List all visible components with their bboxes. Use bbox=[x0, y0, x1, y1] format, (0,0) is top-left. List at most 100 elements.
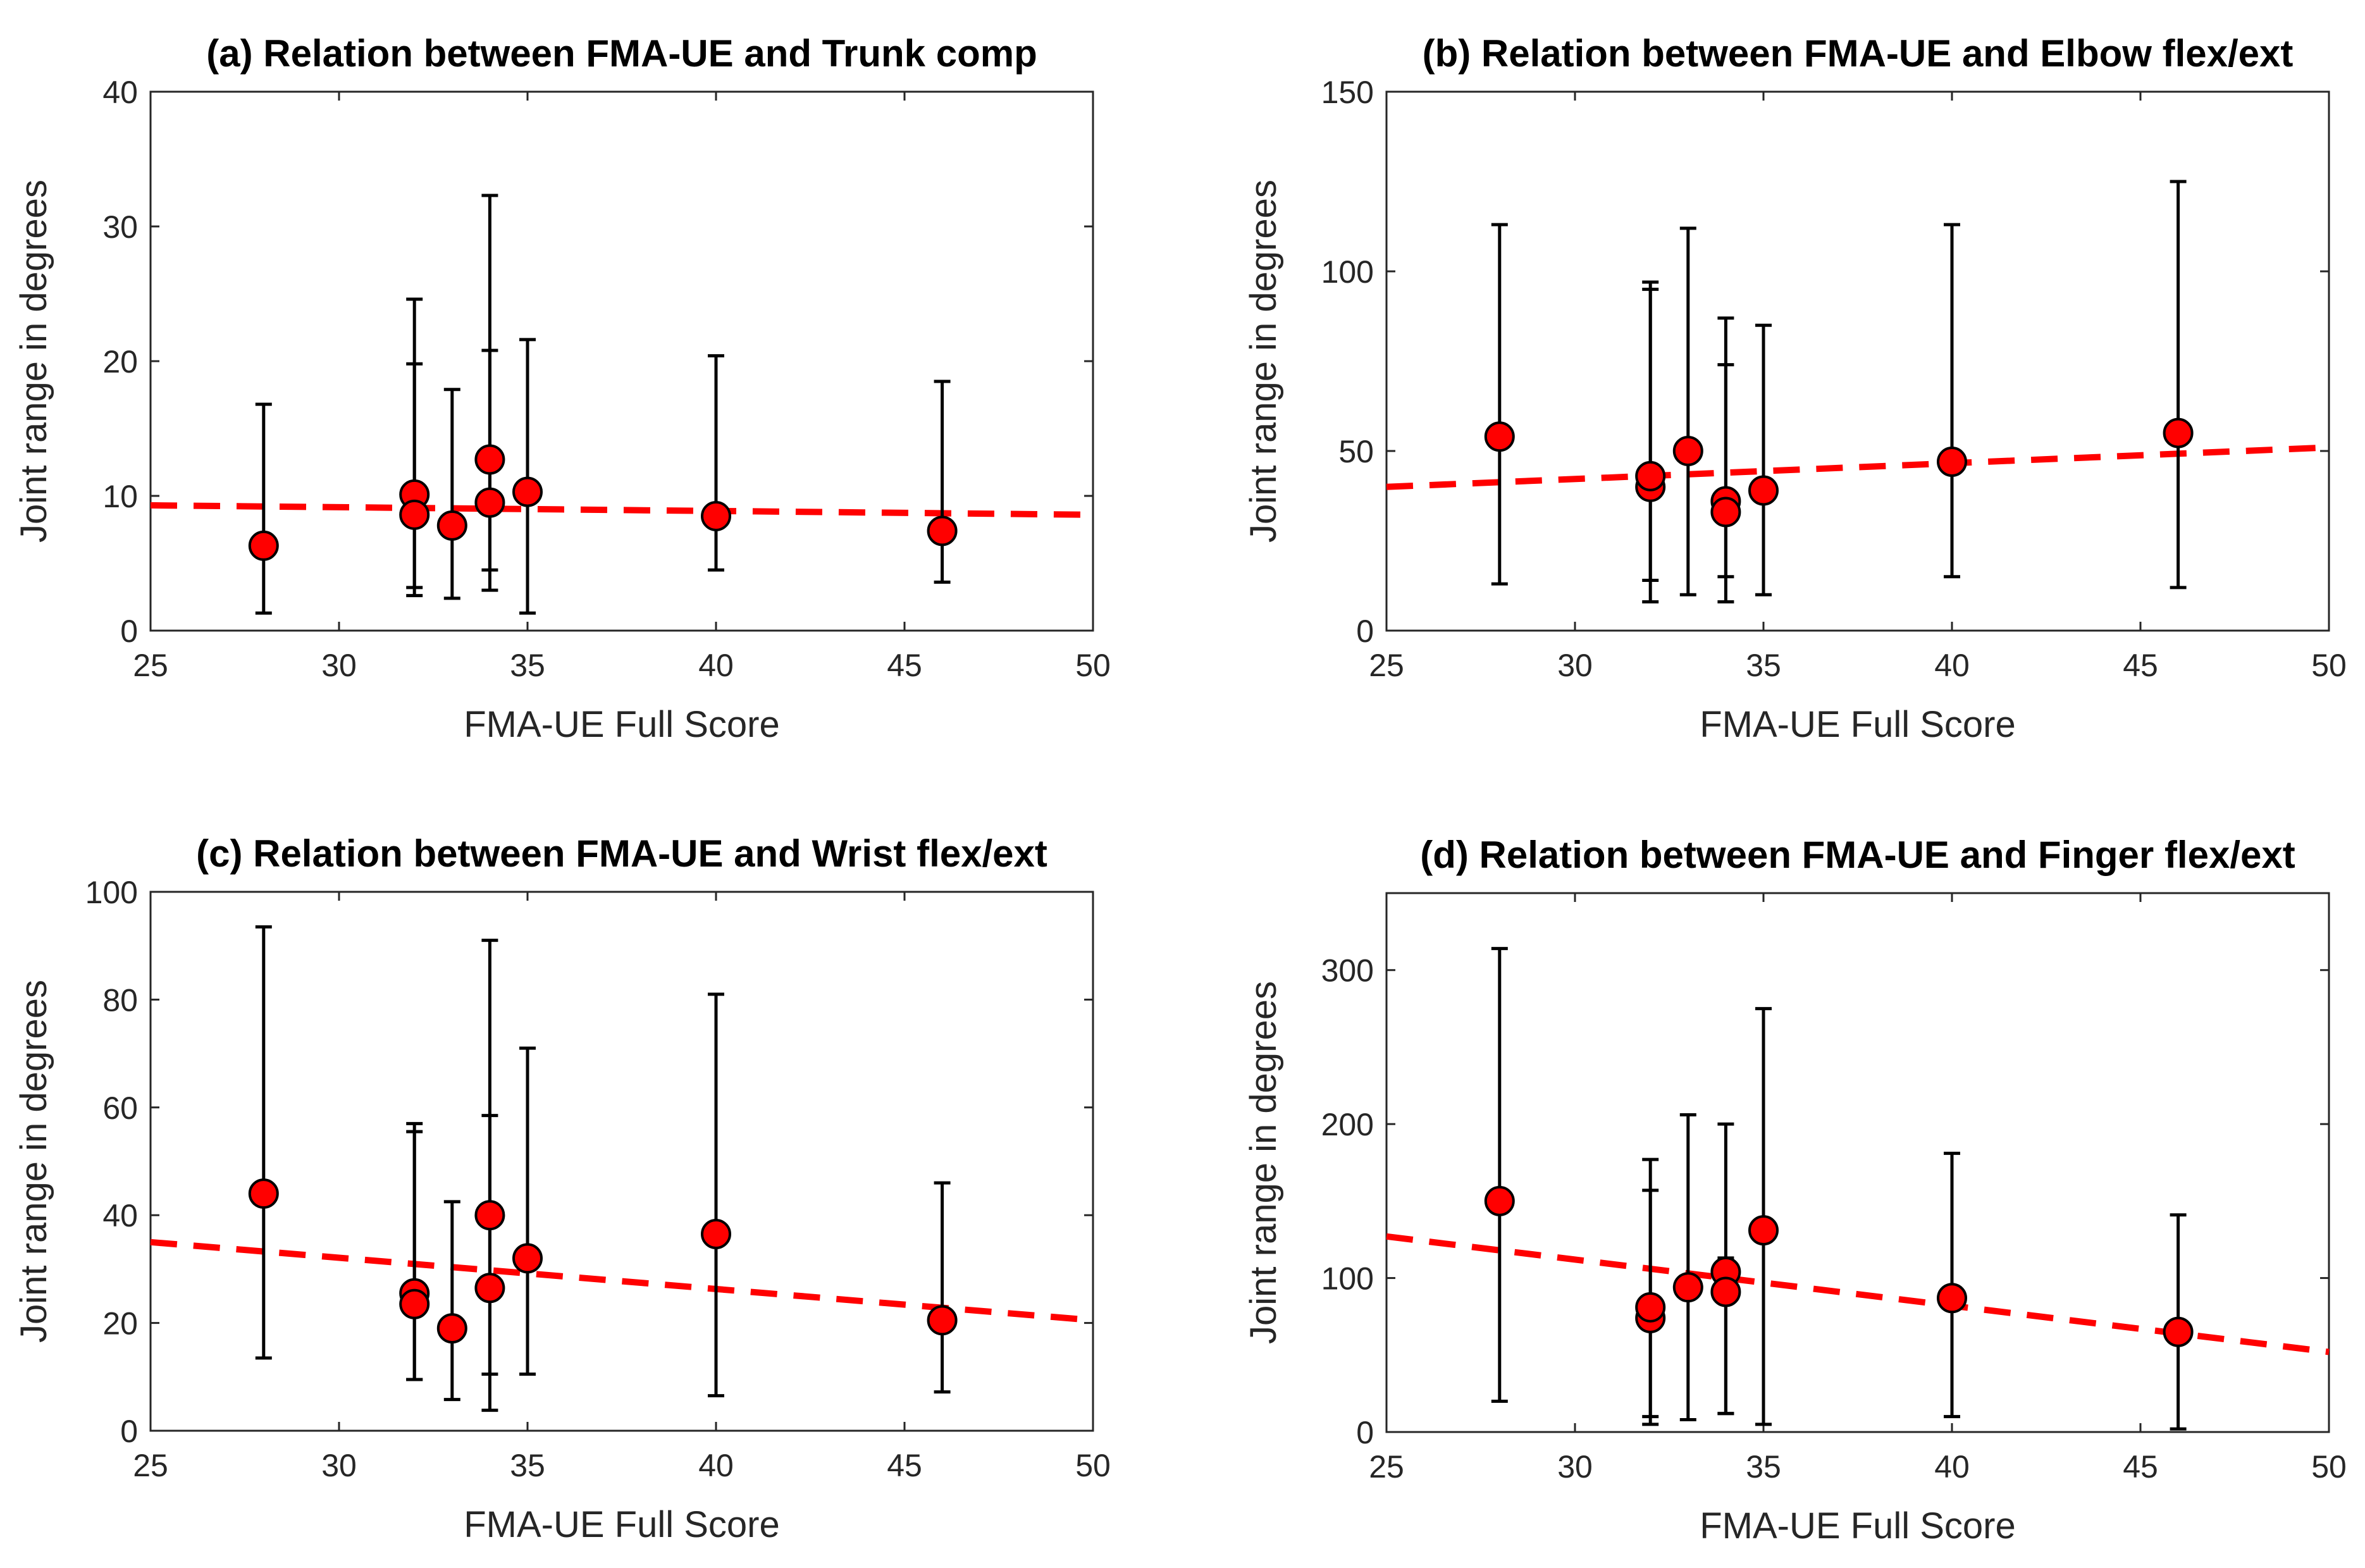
data-point bbox=[474, 487, 505, 518]
x-tick-label: 40 bbox=[698, 1448, 734, 1483]
data-point bbox=[399, 1288, 430, 1319]
marker-layer bbox=[248, 444, 958, 561]
trend-layer bbox=[150, 502, 1094, 518]
error-bar bbox=[406, 1130, 423, 1381]
y-axis-label: Joint range in degrees bbox=[1243, 981, 1284, 1344]
x-tick-label: 50 bbox=[2311, 1449, 2347, 1485]
y-tick-label: 30 bbox=[102, 209, 138, 245]
x-tick-label: 30 bbox=[1557, 1449, 1593, 1485]
x-tick-label: 35 bbox=[510, 648, 545, 683]
error-bar bbox=[443, 388, 460, 600]
y-tick-label: 40 bbox=[102, 75, 138, 110]
error-bar bbox=[255, 925, 272, 1360]
data-point bbox=[1672, 1272, 1703, 1303]
x-tick-label: 25 bbox=[133, 1448, 168, 1483]
panel-d: 0 100 200 300 25 30 35 40 45 50 (d) Relation betw… bbox=[1243, 834, 2347, 1546]
x-tick-label: 45 bbox=[2123, 1449, 2158, 1485]
errorbar-layer bbox=[255, 194, 951, 615]
y-tick-label: 60 bbox=[102, 1090, 138, 1126]
x-tick-label: 40 bbox=[698, 648, 734, 683]
plot-area bbox=[1385, 90, 2330, 632]
x-axis-label: FMA-UE Full Score bbox=[464, 1504, 780, 1545]
error-bar bbox=[1491, 223, 1508, 586]
tick-layer: 0 50 100 150 25 30 35 40 45 50 bbox=[1321, 75, 2347, 683]
error-bar bbox=[1679, 226, 1696, 596]
plot-area bbox=[1385, 892, 2330, 1433]
x-tick-label: 35 bbox=[1746, 648, 1781, 683]
chart-title: (c) Relation between FMA-UE and Wrist fl… bbox=[196, 832, 1047, 875]
x-tick-label: 30 bbox=[321, 1448, 357, 1483]
x-tick-label: 25 bbox=[1369, 1449, 1404, 1485]
data-point bbox=[1672, 436, 1703, 466]
data-point bbox=[1635, 460, 1666, 491]
data-point bbox=[1484, 1185, 1515, 1216]
data-point bbox=[436, 1313, 467, 1344]
y-axis-label: Joint range in degrees bbox=[13, 180, 54, 543]
x-tick-label: 40 bbox=[1934, 1449, 1970, 1485]
data-point bbox=[512, 1243, 543, 1274]
error-bar bbox=[481, 1114, 498, 1376]
x-tick-label: 25 bbox=[1369, 648, 1404, 683]
data-point bbox=[1748, 475, 1779, 506]
x-tick-label: 45 bbox=[2123, 648, 2158, 683]
y-axis-label: Joint range in degrees bbox=[13, 980, 54, 1343]
data-point bbox=[1748, 1215, 1779, 1246]
y-tick-label: 10 bbox=[102, 479, 138, 514]
x-tick-label: 30 bbox=[321, 648, 357, 683]
error-bar bbox=[934, 1181, 951, 1394]
y-tick-label: 0 bbox=[120, 1414, 138, 1449]
error-bar bbox=[443, 1200, 460, 1402]
x-axis-label: FMA-UE Full Score bbox=[1700, 704, 2016, 745]
error-bar bbox=[406, 297, 423, 598]
data-point bbox=[2163, 417, 2194, 448]
data-point bbox=[436, 510, 467, 541]
data-point bbox=[2163, 1316, 2194, 1347]
data-point bbox=[1937, 447, 1967, 478]
tick-layer: 0 100 200 300 25 30 35 40 45 50 bbox=[1321, 893, 2347, 1485]
x-axis-label: FMA-UE Full Score bbox=[464, 704, 780, 745]
y-tick-label: 100 bbox=[1321, 254, 1374, 290]
data-point bbox=[248, 530, 279, 561]
x-tick-label: 45 bbox=[887, 648, 922, 683]
y-tick-label: 20 bbox=[102, 344, 138, 380]
error-bar bbox=[1717, 316, 1734, 604]
marker-layer bbox=[1484, 1185, 2194, 1347]
plot-area bbox=[149, 891, 1094, 1432]
x-tick-label: 35 bbox=[510, 1448, 545, 1483]
error-bar bbox=[1491, 947, 1508, 1403]
data-point bbox=[399, 499, 430, 530]
tick-layer: 0 20 40 60 80 100 25 30 35 40 45 50 bbox=[85, 875, 1111, 1483]
trend-line bbox=[150, 502, 1094, 518]
y-tick-label: 20 bbox=[102, 1306, 138, 1342]
error-bar bbox=[708, 354, 724, 572]
data-point bbox=[1937, 1283, 1967, 1314]
y-tick-label: 0 bbox=[1356, 1415, 1374, 1450]
y-axis-label: Joint range in degrees bbox=[1243, 180, 1284, 543]
error-bar bbox=[934, 380, 951, 584]
y-tick-label: 80 bbox=[102, 982, 138, 1018]
y-tick-label: 0 bbox=[120, 614, 138, 649]
data-point bbox=[701, 1219, 731, 1250]
error-bar bbox=[1679, 1113, 1696, 1422]
y-tick-label: 50 bbox=[1338, 434, 1374, 469]
panel-a: 0 10 20 30 40 25 30 35 40 45 50 (a) Relation betwe… bbox=[13, 32, 1111, 745]
y-tick-label: 200 bbox=[1321, 1107, 1374, 1142]
y-tick-label: 100 bbox=[85, 875, 138, 910]
data-point bbox=[1710, 1276, 1741, 1307]
x-tick-label: 35 bbox=[1746, 1449, 1781, 1485]
y-tick-label: 300 bbox=[1321, 953, 1374, 989]
tick-layer: 0 10 20 30 40 25 30 35 40 45 50 bbox=[102, 75, 1110, 683]
error-bar bbox=[519, 338, 536, 615]
data-point bbox=[1710, 497, 1741, 528]
x-tick-label: 45 bbox=[887, 1448, 922, 1483]
x-tick-label: 25 bbox=[133, 648, 168, 683]
error-bar bbox=[1755, 323, 1772, 596]
marker-layer bbox=[1484, 417, 2194, 528]
x-tick-label: 40 bbox=[1934, 648, 1970, 683]
trend-line bbox=[1386, 444, 2330, 490]
error-bar bbox=[255, 402, 272, 615]
error-bar bbox=[481, 194, 498, 592]
error-bar bbox=[1944, 223, 1960, 579]
data-point bbox=[1484, 421, 1515, 452]
